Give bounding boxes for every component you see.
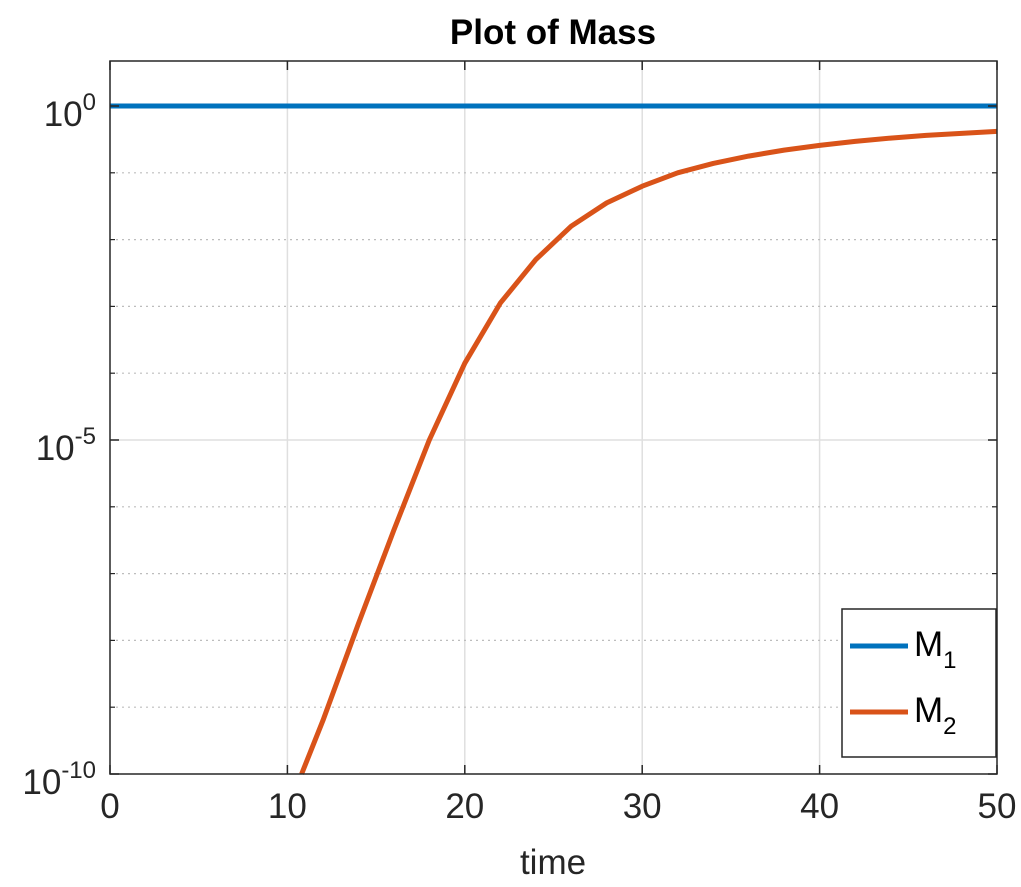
y-tick-label: 10-5 bbox=[36, 423, 96, 468]
series-layer bbox=[110, 103, 998, 775]
x-tick-label: 30 bbox=[623, 787, 662, 826]
x-tick-label: 0 bbox=[100, 787, 119, 826]
x-tick-label: 10 bbox=[268, 787, 307, 826]
plot-frame bbox=[109, 60, 998, 775]
y-tick-labels: 100 10-5 10-10 bbox=[22, 89, 96, 802]
series-line-M2 bbox=[299, 128, 998, 775]
y-tick-label: 100 bbox=[44, 89, 96, 134]
x-tick-labels: 0 10 20 30 40 50 bbox=[100, 787, 1016, 826]
y-tick-label: 10-10 bbox=[22, 757, 96, 802]
x-tick-label: 20 bbox=[445, 787, 484, 826]
legend-entry-label: M1 bbox=[914, 625, 957, 674]
legend-entry-label: M2 bbox=[914, 691, 957, 740]
x-tick-label: 40 bbox=[800, 787, 839, 826]
x-tick-label: 50 bbox=[978, 787, 1017, 826]
x-axis-label: time bbox=[520, 843, 586, 882]
legend-box bbox=[841, 608, 997, 758]
chart-title: Plot of Mass bbox=[450, 13, 656, 52]
